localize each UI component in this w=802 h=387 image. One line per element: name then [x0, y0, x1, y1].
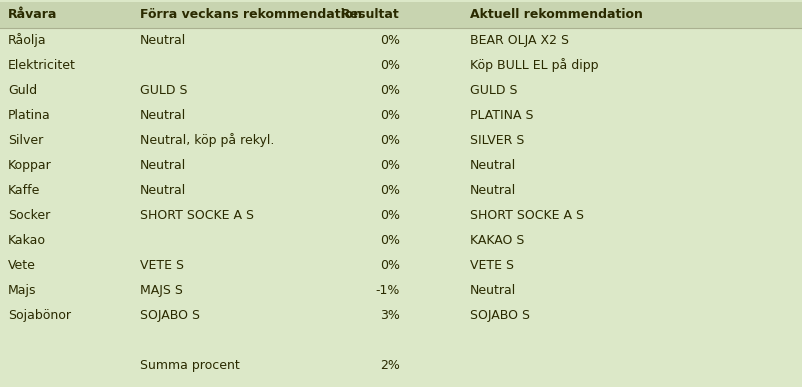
Text: Koppar: Koppar — [8, 159, 51, 172]
Text: Kaffe: Kaffe — [8, 184, 40, 197]
Text: Neutral: Neutral — [140, 34, 186, 47]
Bar — [0, 2, 802, 28]
Text: VETE S: VETE S — [140, 259, 184, 272]
Text: Neutral: Neutral — [140, 109, 186, 122]
Text: Neutral: Neutral — [469, 184, 516, 197]
Text: 0%: 0% — [379, 184, 399, 197]
Text: 3%: 3% — [379, 309, 399, 322]
Text: Vete: Vete — [8, 259, 36, 272]
Text: PLATINA S: PLATINA S — [469, 109, 533, 122]
Text: 0%: 0% — [379, 159, 399, 172]
Text: Neutral: Neutral — [469, 284, 516, 297]
Text: SILVER S: SILVER S — [469, 134, 524, 147]
Text: SOJABO S: SOJABO S — [469, 309, 529, 322]
Text: 2%: 2% — [379, 359, 399, 372]
Text: 0%: 0% — [379, 84, 399, 97]
Text: Sojabönor: Sojabönor — [8, 309, 71, 322]
Text: 0%: 0% — [379, 209, 399, 222]
Text: Summa procent: Summa procent — [140, 359, 240, 372]
Text: 0%: 0% — [379, 59, 399, 72]
Text: Råvara: Råvara — [8, 9, 57, 22]
Text: MAJS S: MAJS S — [140, 284, 183, 297]
Text: -1%: -1% — [375, 284, 399, 297]
Text: KAKAO S: KAKAO S — [469, 234, 524, 247]
Text: Socker: Socker — [8, 209, 51, 222]
Text: Platina: Platina — [8, 109, 51, 122]
Text: BEAR OLJA X2 S: BEAR OLJA X2 S — [469, 34, 569, 47]
Text: Neutral: Neutral — [140, 184, 186, 197]
Text: VETE S: VETE S — [469, 259, 513, 272]
Text: Neutral: Neutral — [469, 159, 516, 172]
Text: Majs: Majs — [8, 284, 36, 297]
Text: Kakao: Kakao — [8, 234, 46, 247]
Text: 0%: 0% — [379, 259, 399, 272]
Text: GULD S: GULD S — [140, 84, 187, 97]
Text: Elektricitet: Elektricitet — [8, 59, 75, 72]
Text: Resultat: Resultat — [341, 9, 399, 22]
Text: Guld: Guld — [8, 84, 37, 97]
Text: Silver: Silver — [8, 134, 43, 147]
Text: 0%: 0% — [379, 34, 399, 47]
Text: Neutral: Neutral — [140, 159, 186, 172]
Text: 0%: 0% — [379, 134, 399, 147]
Text: Köp BULL EL på dipp: Köp BULL EL på dipp — [469, 58, 597, 72]
Text: 0%: 0% — [379, 109, 399, 122]
Text: Aktuell rekommendation: Aktuell rekommendation — [469, 9, 642, 22]
Text: 0%: 0% — [379, 234, 399, 247]
Text: Råolja: Råolja — [8, 34, 47, 48]
Text: SOJABO S: SOJABO S — [140, 309, 200, 322]
Text: SHORT SOCKE A S: SHORT SOCKE A S — [140, 209, 253, 222]
Text: GULD S: GULD S — [469, 84, 516, 97]
Text: SHORT SOCKE A S: SHORT SOCKE A S — [469, 209, 583, 222]
Text: Neutral, köp på rekyl.: Neutral, köp på rekyl. — [140, 134, 274, 147]
Text: Förra veckans rekommendation: Förra veckans rekommendation — [140, 9, 362, 22]
